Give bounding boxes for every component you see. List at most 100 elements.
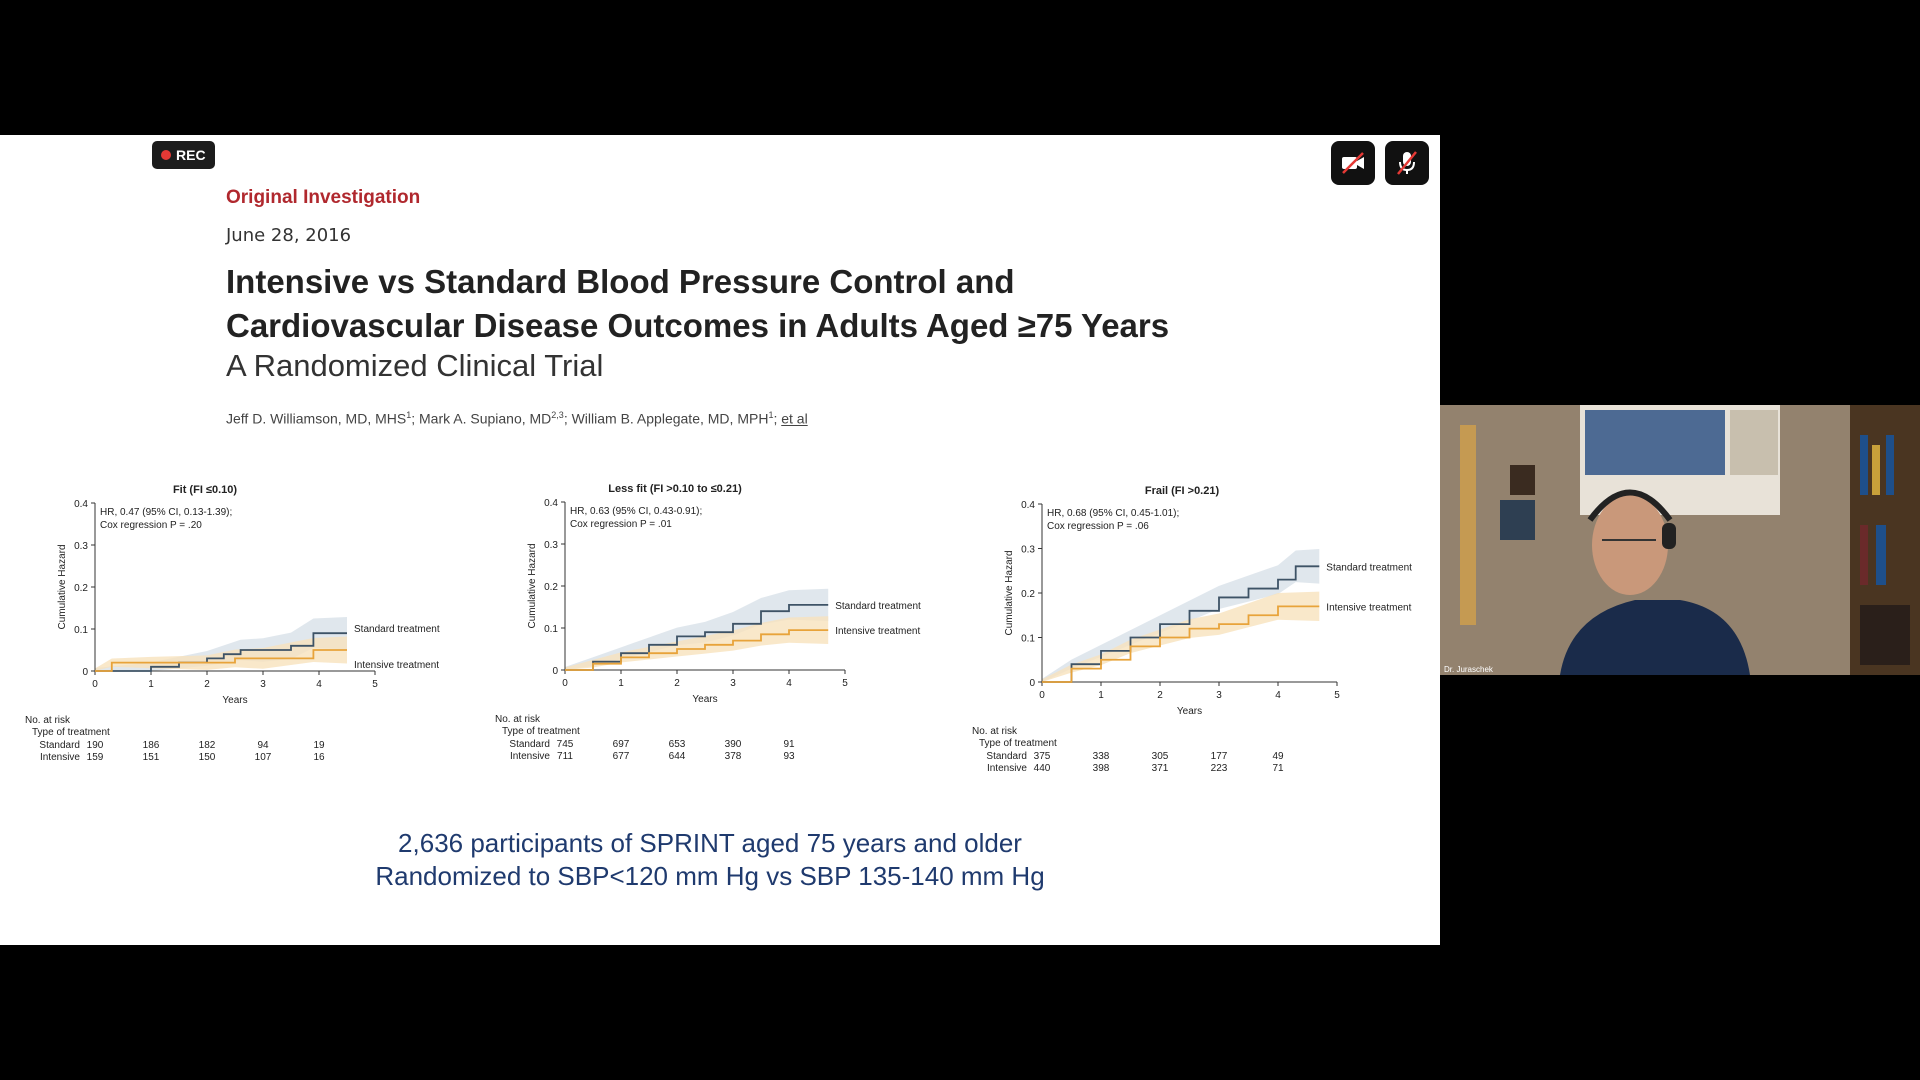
video-off-icon bbox=[1342, 152, 1364, 174]
x-tick-label: 4 bbox=[786, 678, 792, 689]
author-1-affil: 1 bbox=[406, 410, 412, 420]
title-line-2: Cardiovascular Disease Outcomes in Adult… bbox=[226, 307, 1170, 344]
y-tick-label: 0.1 bbox=[74, 625, 88, 636]
risk-value: 378 bbox=[725, 751, 742, 762]
x-tick-label: 0 bbox=[1039, 690, 1045, 701]
hr-annotation: HR, 0.63 (95% CI, 0.43-0.91); bbox=[570, 506, 702, 517]
title-line-1: Intensive vs Standard Blood Pressure Con… bbox=[226, 263, 1015, 300]
risk-row-label: Standard bbox=[509, 739, 550, 750]
slide-title: Intensive vs Standard Blood Pressure Con… bbox=[226, 260, 1206, 348]
risk-value: 375 bbox=[1034, 751, 1051, 762]
camera-toggle-button[interactable] bbox=[1331, 141, 1375, 185]
x-tick-label: 1 bbox=[618, 678, 624, 689]
author-list: Jeff D. Williamson, MD, MHS1; Mark A. Su… bbox=[226, 410, 808, 427]
km-chart-fit: Fit (FI ≤0.10) HR, 0.47 (95% CI, 0.13-1.3… bbox=[25, 484, 440, 763]
km-chart-less-fit: Less fit (FI >0.10 to ≤0.21) HR, 0.63 (95… bbox=[495, 483, 921, 762]
y-tick-label: 0.1 bbox=[1021, 634, 1035, 645]
risk-value: 182 bbox=[199, 740, 216, 751]
risk-value: 107 bbox=[255, 752, 272, 763]
standard-series-line bbox=[565, 604, 829, 671]
risk-value: 677 bbox=[613, 751, 630, 762]
risk-value: 49 bbox=[1272, 751, 1284, 762]
intensive-series-label: Intensive treatment bbox=[835, 626, 920, 637]
x-tick-label: 5 bbox=[842, 678, 848, 689]
y-axis-label: Cumulative Hazard bbox=[1004, 550, 1015, 635]
cox-annotation: Cox regression P = .20 bbox=[100, 520, 202, 531]
participant-name: Dr. Juraschek bbox=[1444, 665, 1493, 674]
y-tick-label: 0.4 bbox=[544, 498, 558, 509]
x-tick-label: 1 bbox=[1098, 690, 1104, 701]
y-tick-label: 0.3 bbox=[74, 541, 88, 552]
risk-row-label: Intensive bbox=[510, 751, 550, 762]
y-tick-label: 0.3 bbox=[1021, 545, 1035, 556]
summary-line-1: 2,636 participants of SPRINT aged 75 yea… bbox=[398, 828, 1022, 858]
participant-video-frame bbox=[1440, 405, 1920, 675]
hr-annotation: HR, 0.47 (95% CI, 0.13-1.39); bbox=[100, 507, 232, 518]
risk-value: 745 bbox=[557, 739, 574, 750]
x-tick-label: 4 bbox=[316, 679, 322, 690]
hr-annotation: HR, 0.68 (95% CI, 0.45-1.01); bbox=[1047, 508, 1179, 519]
risk-row-label: Standard bbox=[986, 751, 1027, 762]
standard-series-label: Standard treatment bbox=[835, 601, 921, 612]
risk-value: 159 bbox=[87, 752, 104, 763]
risk-value: 93 bbox=[783, 751, 795, 762]
risk-value: 16 bbox=[313, 752, 325, 763]
y-tick-label: 0 bbox=[82, 667, 88, 678]
author-separator: ; bbox=[773, 410, 782, 427]
risk-value: 190 bbox=[87, 740, 104, 751]
intensive-series-label: Intensive treatment bbox=[354, 660, 439, 671]
risk-value: 91 bbox=[783, 739, 795, 750]
chart-title: Less fit (FI >0.10 to ≤0.21) bbox=[608, 483, 742, 495]
risk-value: 71 bbox=[1272, 763, 1284, 774]
standard-series-label: Standard treatment bbox=[1326, 562, 1412, 573]
cox-annotation: Cox regression P = .01 bbox=[570, 519, 672, 530]
mic-toggle-button[interactable] bbox=[1385, 141, 1429, 185]
author-2: ; Mark A. Supiano, MD bbox=[411, 410, 552, 427]
x-tick-label: 3 bbox=[730, 678, 736, 689]
x-axis-label: Years bbox=[1177, 706, 1202, 717]
risk-value: 151 bbox=[143, 752, 160, 763]
x-tick-label: 2 bbox=[674, 678, 680, 689]
article-type: Original Investigation bbox=[226, 187, 421, 208]
chart-title: Fit (FI ≤0.10) bbox=[173, 484, 237, 496]
x-tick-label: 1 bbox=[148, 679, 154, 690]
standard-series-label: Standard treatment bbox=[354, 624, 440, 635]
risk-value: 19 bbox=[313, 740, 325, 751]
y-tick-label: 0.2 bbox=[544, 582, 558, 593]
y-tick-label: 0.4 bbox=[74, 499, 88, 510]
x-tick-label: 3 bbox=[1216, 690, 1222, 701]
publication-date: June 28, 2016 bbox=[226, 225, 352, 246]
risk-row-label: Standard bbox=[39, 740, 80, 751]
standard-series-line bbox=[95, 632, 347, 672]
intensive-series-line bbox=[95, 649, 347, 672]
risk-value: 653 bbox=[669, 739, 686, 750]
risk-table-subheader: Type of treatment bbox=[979, 738, 1057, 749]
x-tick-label: 2 bbox=[204, 679, 210, 690]
author-2-affil: 2,3 bbox=[551, 410, 564, 420]
slide-summary: 2,636 participants of SPRINT aged 75 yea… bbox=[290, 827, 1130, 893]
risk-value: 150 bbox=[199, 752, 216, 763]
recording-label: REC bbox=[176, 147, 206, 163]
et-al-link[interactable]: et al bbox=[781, 410, 808, 427]
risk-value: 177 bbox=[1211, 751, 1228, 762]
author-3: ; William B. Applegate, MD, MPH bbox=[563, 410, 769, 427]
risk-table-header: No. at risk bbox=[25, 715, 71, 726]
participant-video-tile[interactable]: Dr. Juraschek bbox=[1440, 405, 1920, 675]
cox-annotation: Cox regression P = .06 bbox=[1047, 521, 1149, 532]
y-axis-label: Cumulative Hazard bbox=[57, 544, 68, 629]
risk-table-header: No. at risk bbox=[495, 714, 541, 725]
shared-screen: REC Original Investigation June 28, 2016… bbox=[0, 135, 1440, 945]
author-3-affil: 1 bbox=[768, 410, 774, 420]
summary-line-2: Randomized to SBP<120 mm Hg vs SBP 135-1… bbox=[375, 861, 1045, 891]
x-axis-label: Years bbox=[222, 695, 247, 706]
y-tick-label: 0.2 bbox=[74, 583, 88, 594]
y-tick-label: 0.4 bbox=[1021, 500, 1035, 511]
y-tick-label: 0.2 bbox=[1021, 589, 1035, 600]
risk-value: 186 bbox=[143, 740, 160, 751]
y-tick-label: 0 bbox=[1029, 678, 1035, 689]
risk-value: 711 bbox=[557, 751, 573, 762]
risk-table-header: No. at risk bbox=[972, 726, 1018, 737]
risk-value: 371 bbox=[1152, 763, 1169, 774]
risk-value: 697 bbox=[613, 739, 630, 750]
x-tick-label: 0 bbox=[92, 679, 98, 690]
